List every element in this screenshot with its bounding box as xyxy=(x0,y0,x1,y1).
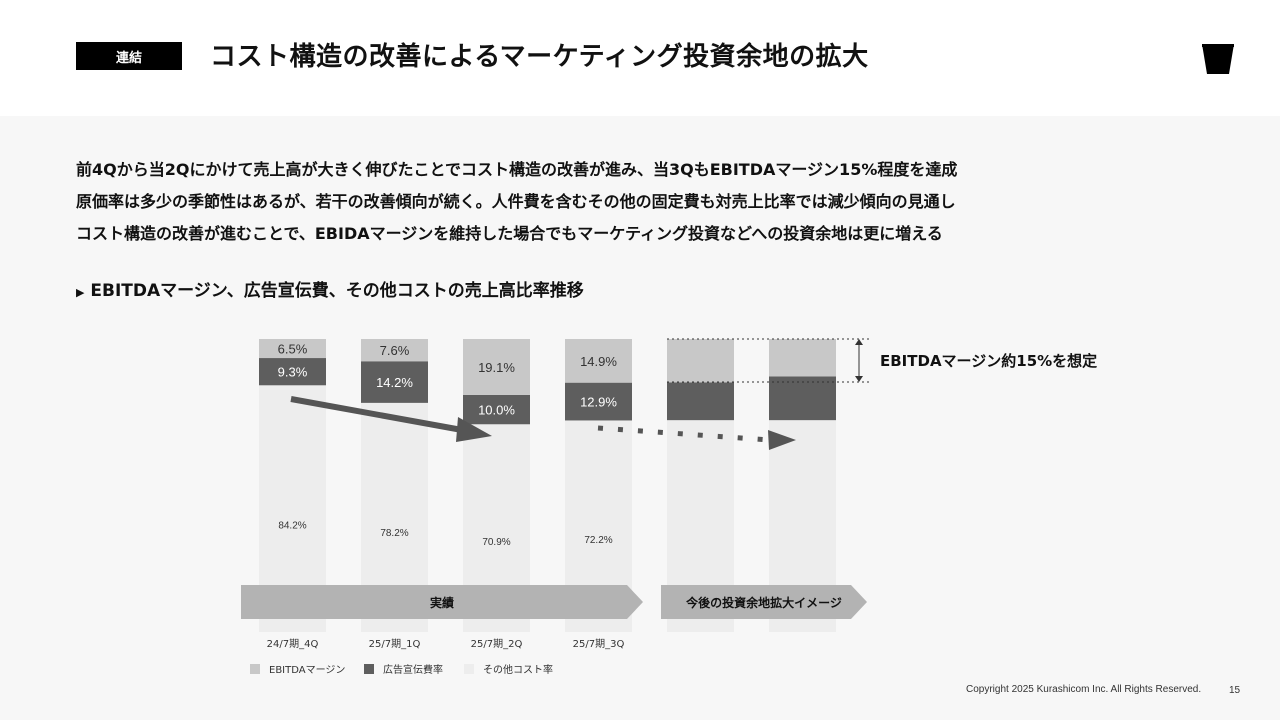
chart-heading-text: EBITDAマージン、広告宣伝費、その他コストの売上高比率推移 xyxy=(90,281,584,301)
ebitda-label: 7.6% xyxy=(380,343,410,358)
ebitda-label: 19.1% xyxy=(478,360,515,375)
ebitda-label: 6.5% xyxy=(278,342,308,357)
legend-swatch xyxy=(250,664,260,674)
category-label: 25/7期_1Q xyxy=(369,638,421,650)
trend-arrow-head xyxy=(456,417,492,442)
ad-cost-label: 12.9% xyxy=(580,395,617,410)
triangle-bullet-icon: ▶ xyxy=(76,286,85,299)
header: 連結 コスト構造の改善によるマーケティング投資余地の拡大 xyxy=(0,0,1280,116)
legend-label: その他コスト率 xyxy=(483,663,553,676)
legend-swatch xyxy=(364,664,374,674)
ad-cost-bar xyxy=(565,382,632,421)
ebitda-bar xyxy=(565,339,632,383)
ebitda-label: 14.9% xyxy=(580,354,617,369)
actual-band xyxy=(241,585,643,619)
description: 前4Qから当2Qにかけて売上高が大きく伸びたことでコスト構造の改善が進み、当3Q… xyxy=(76,154,1196,250)
ad-cost-bar xyxy=(361,361,428,403)
ad-cost-bar xyxy=(463,394,530,425)
ad-cost-label: 9.3% xyxy=(278,365,308,380)
description-line-3: コスト構造の改善が進むことで、EBIDAマージンを維持した場合でもマーケティング… xyxy=(76,224,943,243)
ebitda-annotation: EBITDAマージン約15%を想定 xyxy=(880,352,1097,370)
chart-heading: ▶ EBITDAマージン、広告宣伝費、その他コストの売上高比率推移 xyxy=(76,276,584,301)
legend-swatch xyxy=(464,664,474,674)
other-cost-label: 70.9% xyxy=(482,537,510,548)
ebitda-bar xyxy=(667,339,734,383)
other-cost-label: 78.2% xyxy=(380,528,408,539)
ebitda-range-arrow-down xyxy=(855,376,863,382)
ebitda-bar xyxy=(769,339,836,377)
ebitda-bar xyxy=(259,339,326,359)
projection-arrow-head xyxy=(768,430,796,450)
projection-band xyxy=(661,585,867,619)
consolidated-badge: 連結 xyxy=(76,42,182,70)
projection-band-label: 今後の投資余地拡大イメージ xyxy=(685,595,842,610)
projection-arrow-line xyxy=(597,425,771,443)
legend-label: 広告宣伝費率 xyxy=(383,663,443,676)
cup-logo-icon xyxy=(1202,44,1234,74)
ebitda-bar xyxy=(361,339,428,362)
page-title: コスト構造の改善によるマーケティング投資余地の拡大 xyxy=(210,42,869,72)
category-label: 24/7期_4Q xyxy=(267,638,319,650)
other-cost-label: 72.2% xyxy=(584,535,612,546)
legend-label: EBITDAマージン xyxy=(269,665,345,676)
page-number: 15 xyxy=(1229,685,1241,696)
ad-cost-bar xyxy=(667,382,734,421)
ebitda-range-arrow-up xyxy=(855,339,863,345)
trend-arrow-line xyxy=(290,396,463,433)
other-cost-label: 84.2% xyxy=(278,520,306,531)
copyright: Copyright 2025 Kurashicom Inc. All Right… xyxy=(966,684,1202,695)
description-line-2: 原価率は多少の季節性はあるが、若干の改善傾向が続く。人件費を含むその他の固定費も… xyxy=(76,192,956,211)
ebitda-bar xyxy=(463,339,530,395)
category-label: 25/7期_2Q xyxy=(471,638,523,650)
category-label: 25/7期_3Q xyxy=(573,638,625,650)
actual-band-label: 実績 xyxy=(430,595,454,610)
ad-cost-label: 14.2% xyxy=(376,375,413,390)
ad-cost-bar xyxy=(259,358,326,386)
description-line-1: 前4Qから当2Qにかけて売上高が大きく伸びたことでコスト構造の改善が進み、当3Q… xyxy=(76,160,958,179)
ad-cost-bar xyxy=(769,376,836,421)
ad-cost-label: 10.0% xyxy=(478,403,515,418)
